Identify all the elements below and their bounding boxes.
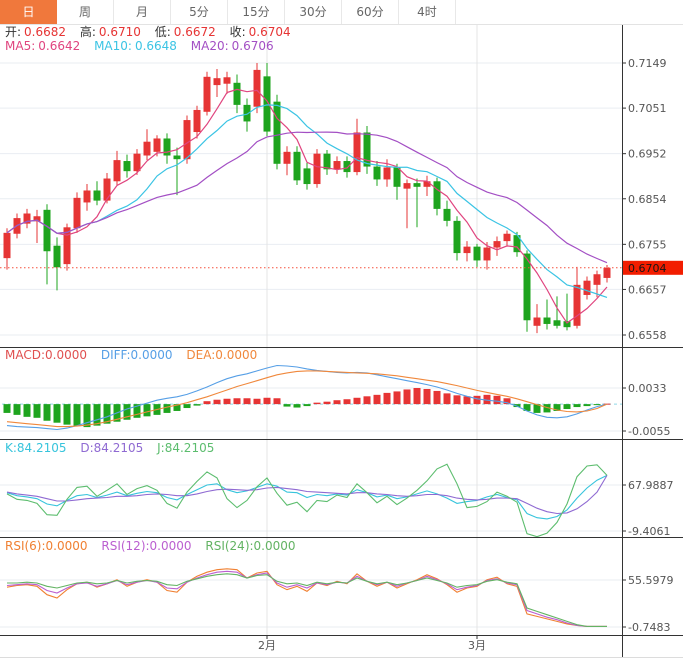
open-value: 0.6682	[24, 25, 67, 39]
k-label: K:	[5, 441, 17, 455]
svg-text:0.6657: 0.6657	[628, 283, 667, 296]
x-axis-labels: 2月 3月	[258, 635, 486, 652]
tab-5min[interactable]: 5分	[171, 0, 228, 24]
svg-text:-0.7483: -0.7483	[628, 621, 670, 634]
ma-legend: MA5: 0.6642 MA10: 0.6648 MA20: 0.6706	[5, 40, 284, 53]
k-value: 84.2105	[16, 441, 67, 455]
rsi12-label: RSI(12):	[101, 539, 150, 553]
ma20-line	[6, 131, 608, 264]
ma20-value: 0.6706	[231, 39, 274, 53]
k-line	[6, 474, 608, 520]
tab-day[interactable]: 日	[0, 0, 57, 24]
diff-label: DIFF:	[100, 348, 131, 362]
kdj-legend: K:84.2105 D:84.2105 J:84.2105	[5, 442, 224, 455]
diff-value: 0.0000	[130, 348, 173, 362]
svg-text:0.6558: 0.6558	[628, 329, 667, 342]
high-label: 高:	[79, 25, 96, 39]
rsi-legend: RSI(6):0.0000 RSI(12):0.0000 RSI(24):0.0…	[5, 540, 306, 553]
dea-value: 0.0000	[215, 348, 258, 362]
svg-text:0.7051: 0.7051	[628, 102, 667, 115]
ma5-line	[6, 88, 608, 324]
close-value: 0.6704	[248, 25, 291, 39]
close-label: 收:	[229, 25, 246, 39]
tab-30min[interactable]: 30分	[285, 0, 342, 24]
svg-text:0.6704: 0.6704	[628, 262, 667, 275]
svg-text:0.6854: 0.6854	[628, 193, 667, 206]
svg-text:0.0033: 0.0033	[628, 382, 667, 395]
rsi6-line	[6, 568, 607, 627]
svg-text:67.9887: 67.9887	[628, 479, 674, 492]
ma10-line	[6, 104, 608, 298]
macd-legend: MACD:0.0000 DIFF:0.0000 DEA:0.0000	[5, 349, 267, 362]
period-tabbar: 日周月 5分 15分 30分 60分 4时	[0, 0, 683, 25]
d-value: 84.2105	[93, 441, 144, 455]
j-line	[6, 463, 608, 538]
d-label: D:	[80, 441, 94, 455]
svg-text:0.7149: 0.7149	[628, 57, 667, 70]
svg-text:3月: 3月	[468, 639, 486, 652]
ma10-label: MA10:	[94, 39, 132, 53]
gridlines	[0, 25, 622, 635]
j-label: J:	[157, 441, 165, 455]
svg-text:-0.0055: -0.0055	[628, 425, 670, 438]
ma5-label: MA5:	[5, 39, 36, 53]
d-line	[6, 475, 608, 515]
rsi12-value: 0.0000	[149, 539, 192, 553]
rsi12-line	[6, 570, 607, 627]
tab-month[interactable]: 月	[114, 0, 171, 24]
low-value: 0.6672	[173, 25, 216, 39]
tab-15min[interactable]: 15分	[228, 0, 285, 24]
j-value: 84.2105	[164, 441, 215, 455]
ma5-value: 0.6642	[38, 39, 81, 53]
rsi24-line	[7, 573, 607, 627]
tab-60min[interactable]: 60分	[342, 0, 399, 24]
macd-histogram	[3, 388, 611, 428]
tab-week[interactable]: 周	[57, 0, 114, 24]
rsi24-value: 0.0000	[253, 539, 296, 553]
open-label: 开:	[5, 25, 22, 39]
low-label: 低:	[154, 25, 171, 39]
svg-text:2月: 2月	[258, 639, 276, 652]
tab-4hour[interactable]: 4时	[399, 0, 456, 24]
svg-text:-9.4061: -9.4061	[628, 525, 670, 538]
svg-text:55.5979: 55.5979	[628, 574, 674, 587]
macd-label: MACD:	[5, 348, 46, 362]
macd-value: 0.0000	[45, 348, 88, 362]
svg-text:0.6755: 0.6755	[628, 238, 667, 251]
high-value: 0.6710	[98, 25, 141, 39]
diff-line	[6, 364, 608, 431]
rsi24-label: RSI(24):	[205, 539, 254, 553]
dea-line	[6, 370, 608, 428]
candles	[3, 63, 611, 334]
svg-text:0.6952: 0.6952	[628, 148, 667, 161]
rsi6-label: RSI(6):	[5, 539, 46, 553]
y-axis-labels: 0.7149 0.7051 0.6952 0.6854 0.6755 0.6657 0.65…	[622, 57, 674, 634]
current-price-tag: 0.6704	[623, 260, 683, 275]
rsi6-value: 0.0000	[45, 539, 88, 553]
ohlc-legend: 开: 0.6682 高: 0.6710 低: 0.6672 收: 0.6704	[5, 26, 301, 39]
ma10-value: 0.6648	[134, 39, 177, 53]
dea-label: DEA:	[186, 348, 216, 362]
ma20-label: MA20:	[190, 39, 229, 53]
